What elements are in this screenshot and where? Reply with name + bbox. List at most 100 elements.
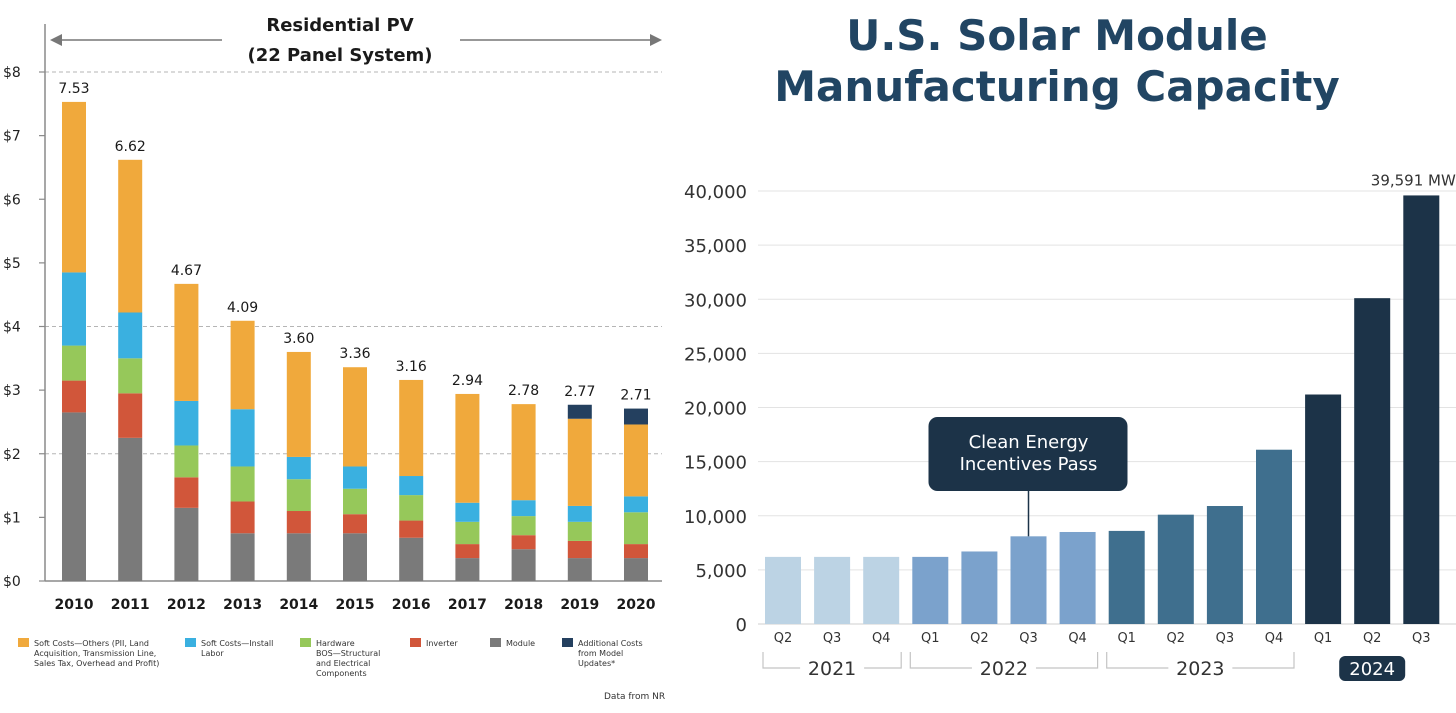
bar-segment xyxy=(399,379,424,477)
x-tick-label: 2015 xyxy=(336,597,375,613)
y-tick-label: 25,000 xyxy=(684,344,747,365)
y-tick-label: $2 xyxy=(3,447,21,463)
y-tick-label: 5,000 xyxy=(695,561,747,582)
year-group-label: 2023 xyxy=(1176,658,1224,680)
bar-segment xyxy=(455,558,480,581)
bar-segment xyxy=(511,549,536,581)
x-tick-label: Q4 xyxy=(1068,631,1087,646)
solar-capacity-chart-panel: U.S. Solar Module Manufacturing Capacity 0… xyxy=(675,0,1456,709)
x-tick-label: 2020 xyxy=(617,597,656,613)
bar xyxy=(1354,298,1391,624)
bar-segment xyxy=(62,101,86,273)
year-group-badge xyxy=(1339,656,1406,681)
legend-label: BOS—Structural xyxy=(316,649,380,658)
bar-total-label: 2.94 xyxy=(452,373,483,389)
arrow-head-left xyxy=(50,34,62,46)
bar-segment xyxy=(399,495,424,521)
y-tick-label: 30,000 xyxy=(684,290,747,311)
bar-segment xyxy=(567,404,592,419)
bar-segment xyxy=(174,283,199,401)
bar xyxy=(912,556,949,624)
legend-label: Acquisition, Transmission Line, xyxy=(34,649,156,658)
year-group-bracket-left xyxy=(762,652,801,669)
legend-label: Soft Costs—Install xyxy=(201,639,273,648)
y-tick-label: $1 xyxy=(3,510,21,526)
x-tick-label: Q1 xyxy=(1117,631,1136,646)
x-tick-label: Q2 xyxy=(970,631,989,646)
chart-title: Residential PV xyxy=(266,15,413,36)
bar-segment xyxy=(118,358,143,394)
bar xyxy=(1059,531,1096,624)
x-tick-label: Q4 xyxy=(872,631,891,646)
arrow-head-right xyxy=(650,34,662,46)
x-tick-label: Q1 xyxy=(1314,631,1333,646)
legend-label: Additional Costs xyxy=(578,639,643,648)
x-tick-label: Q2 xyxy=(1363,631,1382,646)
legend-label: Module xyxy=(506,639,535,648)
legend-label: Updates* xyxy=(578,659,615,668)
year-group-bracket-right xyxy=(1035,652,1099,669)
bar-segment xyxy=(567,540,592,559)
y-tick-label: 35,000 xyxy=(684,236,747,257)
x-tick-label: Q2 xyxy=(1167,631,1186,646)
bar-segment xyxy=(399,476,424,496)
bar-segment xyxy=(343,514,367,534)
bar-segment xyxy=(286,533,311,581)
y-tick-label: 0 xyxy=(736,615,747,636)
bar-segment xyxy=(567,521,592,541)
callout-text: Clean Energy xyxy=(969,432,1089,453)
x-tick-label: Q3 xyxy=(1216,631,1235,646)
y-tick-label: $4 xyxy=(3,320,21,336)
legend-label: Components xyxy=(316,669,367,678)
bar-segment xyxy=(343,488,367,515)
bar-segment xyxy=(118,159,143,313)
legend-swatch xyxy=(300,638,311,647)
legend-swatch xyxy=(410,638,421,647)
bar-total-label: 2.78 xyxy=(508,383,539,399)
y-tick-label: $5 xyxy=(3,256,21,272)
x-tick-label: 2012 xyxy=(167,597,206,613)
bar xyxy=(1403,195,1440,624)
bar-segment xyxy=(286,479,311,512)
bar-segment xyxy=(286,511,311,534)
legend-swatch xyxy=(18,638,29,647)
year-group-bracket-right xyxy=(864,652,902,669)
legend-swatch xyxy=(490,638,501,647)
bar-segment xyxy=(511,516,536,536)
bar xyxy=(961,551,998,624)
bar-segment xyxy=(174,477,199,508)
y-tick-label: $7 xyxy=(3,129,21,145)
bar xyxy=(1305,394,1342,624)
y-tick-label: $3 xyxy=(3,383,21,399)
bar-segment xyxy=(230,533,255,581)
bar-segment xyxy=(455,544,480,559)
bar-total-label: 3.16 xyxy=(396,359,427,375)
bar-total-label: 6.62 xyxy=(115,139,146,155)
bar-segment xyxy=(62,345,86,381)
residential-pv-chart: $0 $1 $2 $3 $4 $5 $6 $7 $8 Residential PV (22 Pane… xyxy=(3,15,665,702)
bar xyxy=(1206,506,1243,624)
callout-box xyxy=(928,417,1128,491)
y-tick-label: 40,000 xyxy=(684,182,747,203)
legend-swatch xyxy=(185,638,196,647)
bar-segment xyxy=(455,393,480,503)
bar-total-label: 7.53 xyxy=(58,81,89,97)
x-tick-label: 2018 xyxy=(504,597,543,613)
legend-label: Labor xyxy=(201,649,224,658)
year-group-label: 2024 xyxy=(1349,659,1395,680)
bar-segment xyxy=(118,393,143,438)
bar-segment xyxy=(174,400,199,446)
legend-label: from Model xyxy=(578,649,623,658)
x-tick-label: Q1 xyxy=(921,631,940,646)
year-group-label: 2022 xyxy=(980,658,1028,680)
bar-segment xyxy=(343,367,367,467)
bar xyxy=(814,556,851,624)
bar-segment xyxy=(343,533,367,581)
bar-segment xyxy=(230,409,255,467)
chart-subtitle: (22 Panel System) xyxy=(247,45,432,66)
x-tick-label: 2017 xyxy=(448,597,487,613)
bar xyxy=(1010,536,1047,624)
legend-swatch xyxy=(562,638,573,647)
bar-total-label: 4.67 xyxy=(171,263,202,279)
bar-segment xyxy=(624,544,648,559)
